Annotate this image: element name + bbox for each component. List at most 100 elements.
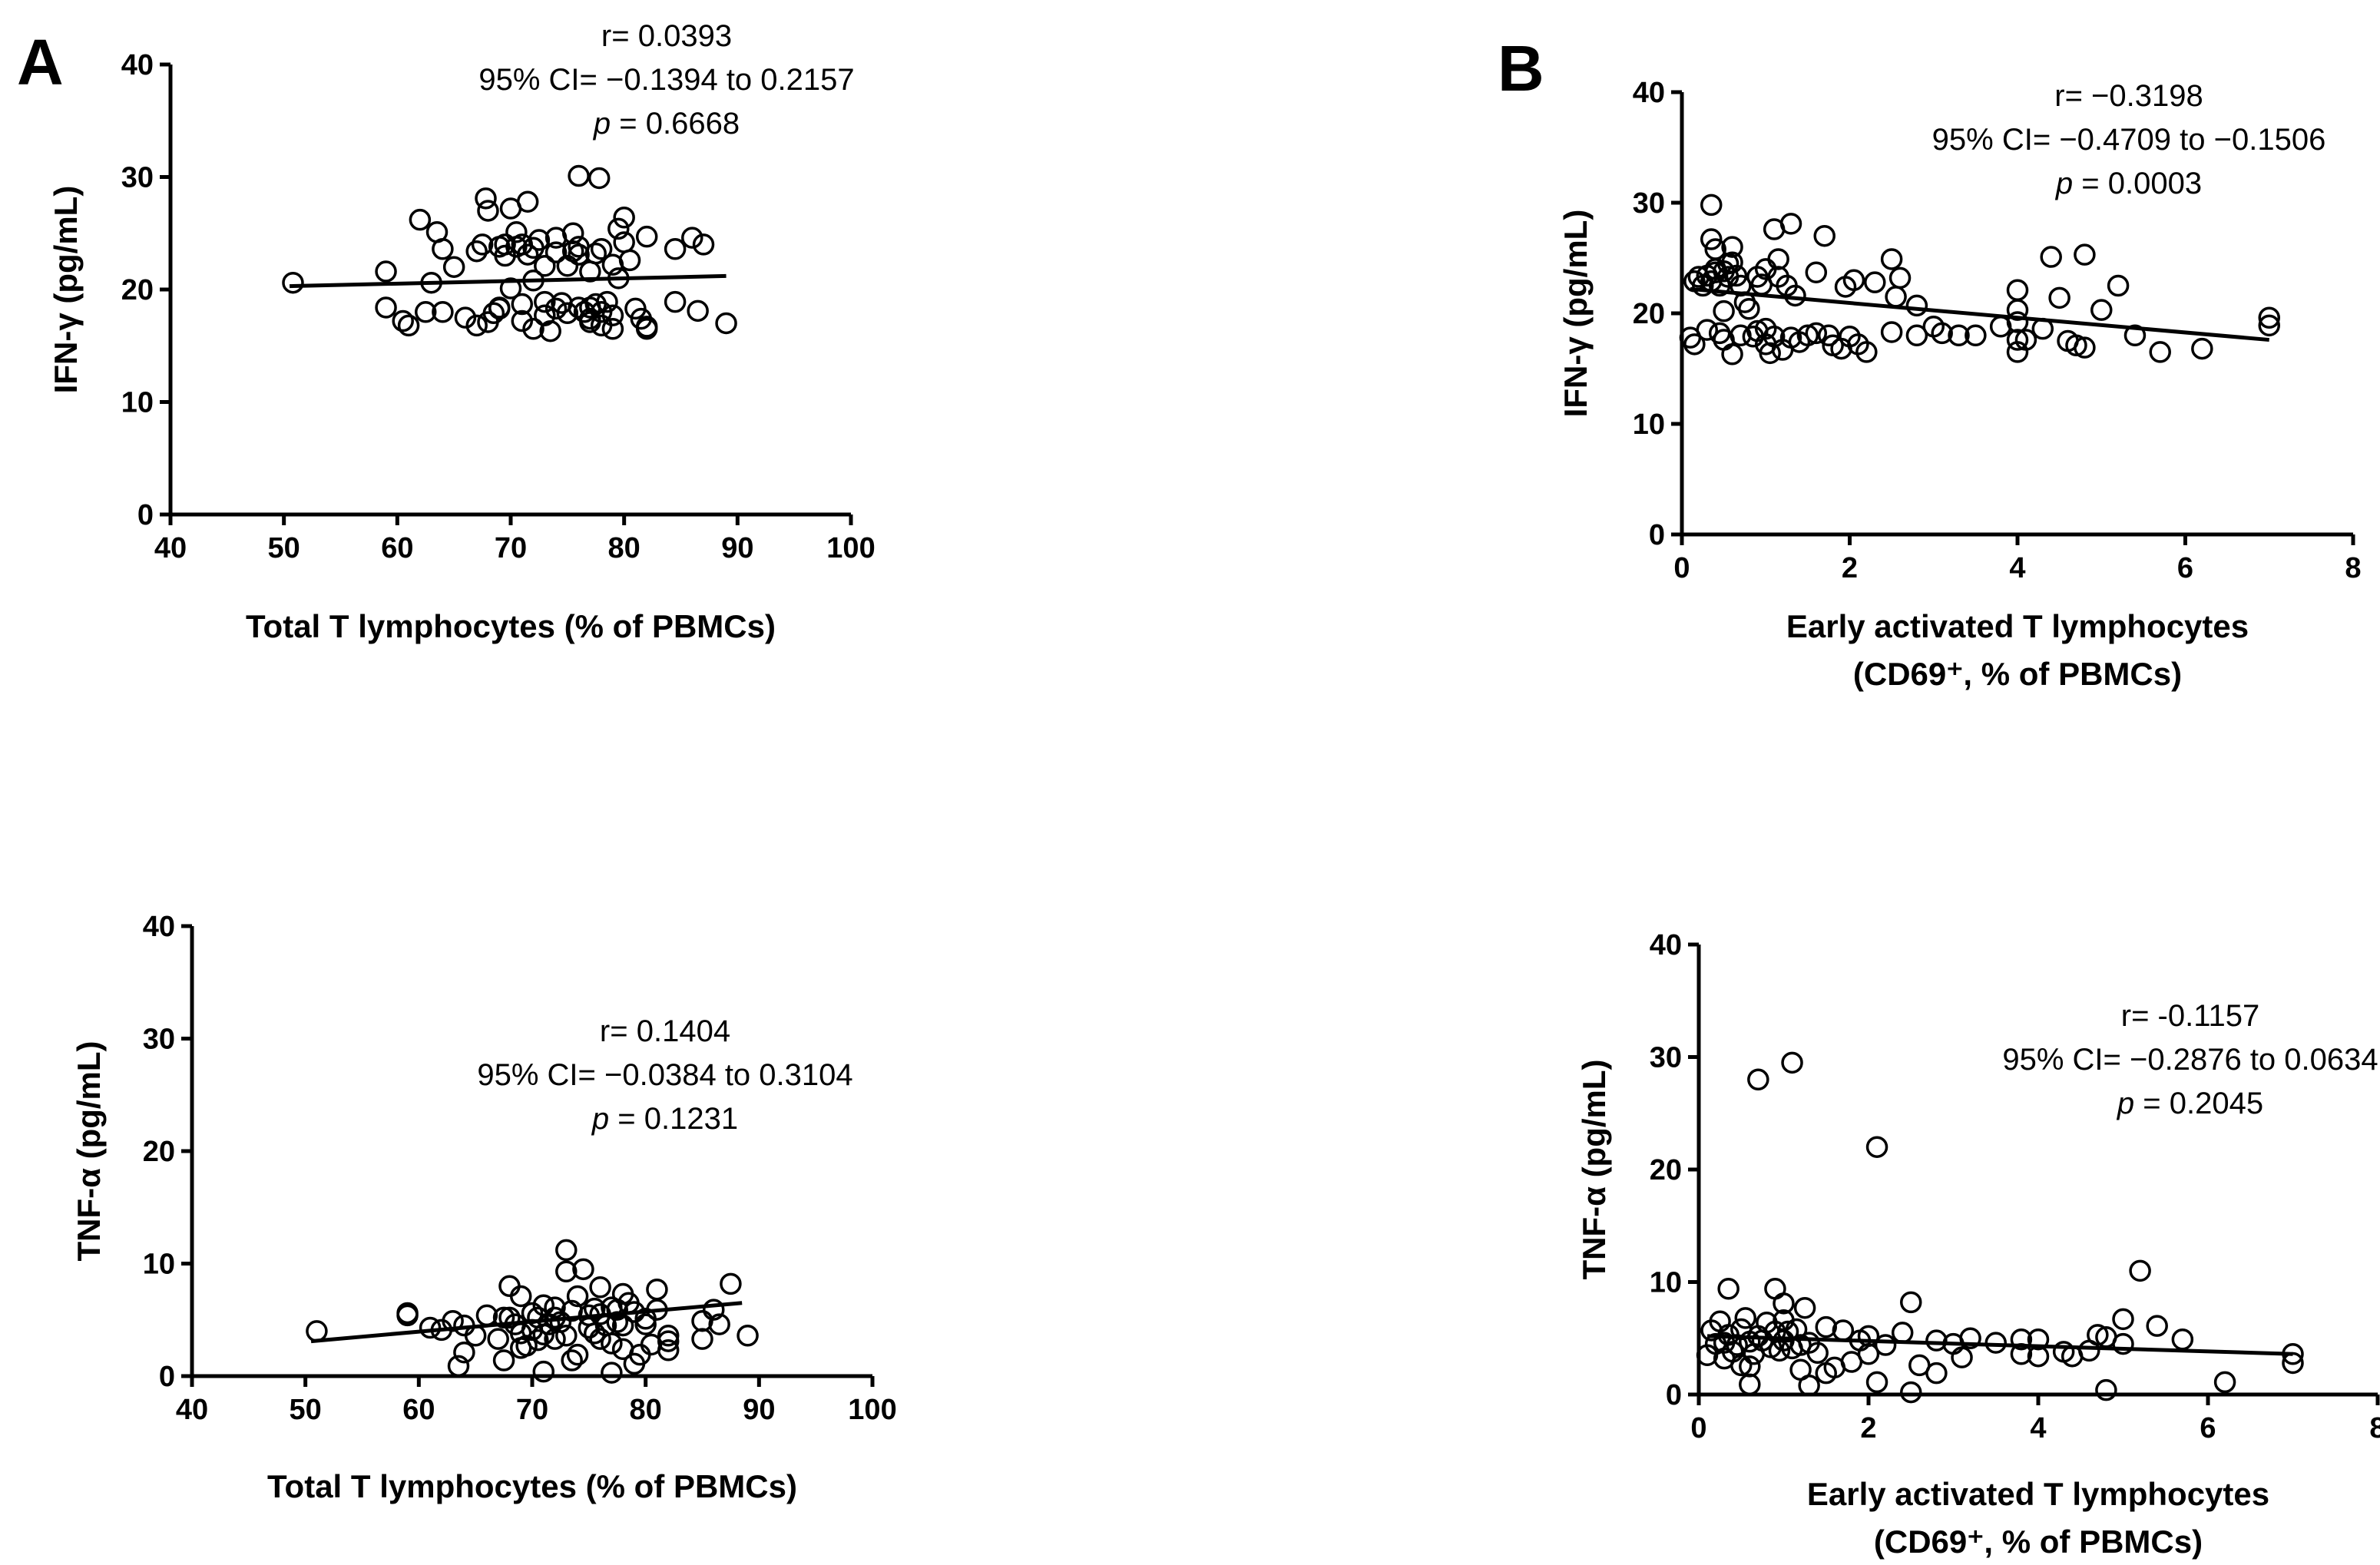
x-tick-label: 2 — [1860, 1412, 1876, 1444]
data-point — [488, 296, 511, 319]
data-point — [1798, 1375, 1820, 1397]
data-point — [2010, 1343, 2033, 1365]
data-point — [664, 290, 687, 313]
data-point — [2027, 1328, 2050, 1351]
stat-ci: 95% CI= −0.0384 to 0.3104 — [477, 1058, 852, 1092]
data-point — [1813, 224, 1835, 247]
data-point — [720, 1272, 742, 1295]
data-point — [635, 318, 658, 340]
x-tick-label: 90 — [743, 1394, 775, 1426]
data-point — [2006, 311, 2029, 333]
data-point — [1891, 1322, 1914, 1344]
chart-tnf-alpha-cd69: 0 10 20 30 40 0 2 4 6 8 Early activated T lymphocy… — [1576, 929, 2380, 1560]
x-tick-label: 80 — [608, 532, 641, 564]
x-tick-label: 60 — [402, 1394, 435, 1426]
data-point — [607, 267, 630, 290]
stat-ci: 95% CI= −0.1394 to 0.2157 — [478, 63, 854, 97]
data-point — [657, 1325, 680, 1347]
data-point — [453, 1341, 475, 1364]
stat-r: r= -0.1157 — [2121, 999, 2260, 1033]
data-point — [505, 221, 528, 243]
data-point — [415, 301, 437, 323]
data-point — [568, 296, 590, 319]
stat-p-symbol: p — [2117, 1087, 2143, 1120]
data-point — [561, 1349, 583, 1371]
data-point — [1739, 1373, 1761, 1396]
data-point — [1784, 284, 1806, 307]
data-point — [465, 240, 488, 263]
data-point — [477, 200, 499, 222]
data-point — [1965, 324, 1987, 347]
regression-line — [289, 273, 727, 289]
data-point — [583, 1322, 606, 1345]
y-axis-title: TNF-α (pg/mL) — [1576, 1059, 1612, 1279]
data-point — [516, 190, 539, 213]
stat-ci: 95% CI= −0.4709 to −0.1506 — [1932, 123, 2326, 157]
data-point — [566, 1343, 589, 1366]
y-tick-label: 20 — [1633, 298, 1665, 330]
data-point — [568, 164, 590, 187]
data-point — [1874, 1334, 1897, 1356]
data-point — [555, 1239, 578, 1262]
data-point — [2258, 314, 2280, 337]
data-point — [555, 1260, 578, 1283]
x-tick-label: 6 — [2177, 552, 2193, 584]
panel-label-b: B — [1498, 32, 1544, 104]
x-tick-label: 60 — [381, 532, 413, 564]
data-point — [1842, 269, 1865, 292]
data-point — [2087, 1324, 2109, 1346]
data-point — [601, 1332, 623, 1355]
data-point — [498, 1275, 521, 1298]
y-tick-label: 0 — [137, 499, 154, 531]
x-tick-label: 50 — [268, 532, 300, 564]
data-point — [1700, 194, 1723, 217]
data-point — [545, 241, 568, 263]
y-tick-label: 10 — [143, 1249, 175, 1281]
y-axis-title: TNF-α (pg/mL) — [71, 1041, 107, 1261]
stat-p: p = 0.2045 — [2117, 1087, 2263, 1120]
data-point — [1721, 236, 1743, 258]
data-point — [528, 229, 551, 251]
data-point — [1815, 1315, 1837, 1338]
y-tick-label: 40 — [143, 911, 175, 943]
stat-p-symbol: p — [593, 107, 619, 141]
data-point — [635, 225, 658, 248]
stat-p: p = 0.1231 — [591, 1102, 738, 1136]
data-point — [556, 254, 579, 277]
x-tick-label: 0 — [1673, 552, 1690, 584]
x-tick-label: 0 — [1690, 1412, 1706, 1444]
data-point — [511, 293, 534, 316]
y-tick-label: 10 — [121, 387, 154, 419]
x-tick-label: 70 — [495, 532, 527, 564]
data-point — [1747, 1068, 1769, 1091]
data-point — [1857, 1325, 1880, 1348]
data-point — [1805, 261, 1828, 283]
data-point — [499, 277, 522, 299]
x-axis-title: Early activated T lymphocytes — [1786, 608, 2249, 644]
data-point — [1931, 322, 1953, 345]
y-tick-label: 0 — [1649, 519, 1665, 551]
stat-p-symbol: p — [2055, 167, 2081, 200]
data-point — [568, 243, 590, 266]
data-point — [1738, 297, 1760, 320]
stat-r: r= 0.1404 — [600, 1014, 730, 1048]
data-point — [447, 1355, 470, 1378]
y-tick-label: 20 — [143, 1136, 175, 1168]
data-point — [1721, 251, 1743, 274]
data-point — [432, 301, 454, 323]
data-point — [532, 1360, 555, 1383]
x-tick-label: 100 — [848, 1394, 896, 1426]
data-point — [1768, 1339, 1791, 1362]
data-point — [1885, 286, 1907, 308]
data-point — [613, 206, 635, 229]
data-point — [392, 309, 414, 333]
data-point — [1864, 271, 1886, 293]
data-point — [2146, 1315, 2168, 1337]
y-tick-label: 10 — [1650, 1267, 1682, 1299]
data-point — [516, 243, 539, 266]
data-point — [464, 1325, 487, 1347]
data-point — [409, 208, 432, 231]
data-point — [2048, 286, 2071, 309]
data-point — [454, 306, 477, 329]
